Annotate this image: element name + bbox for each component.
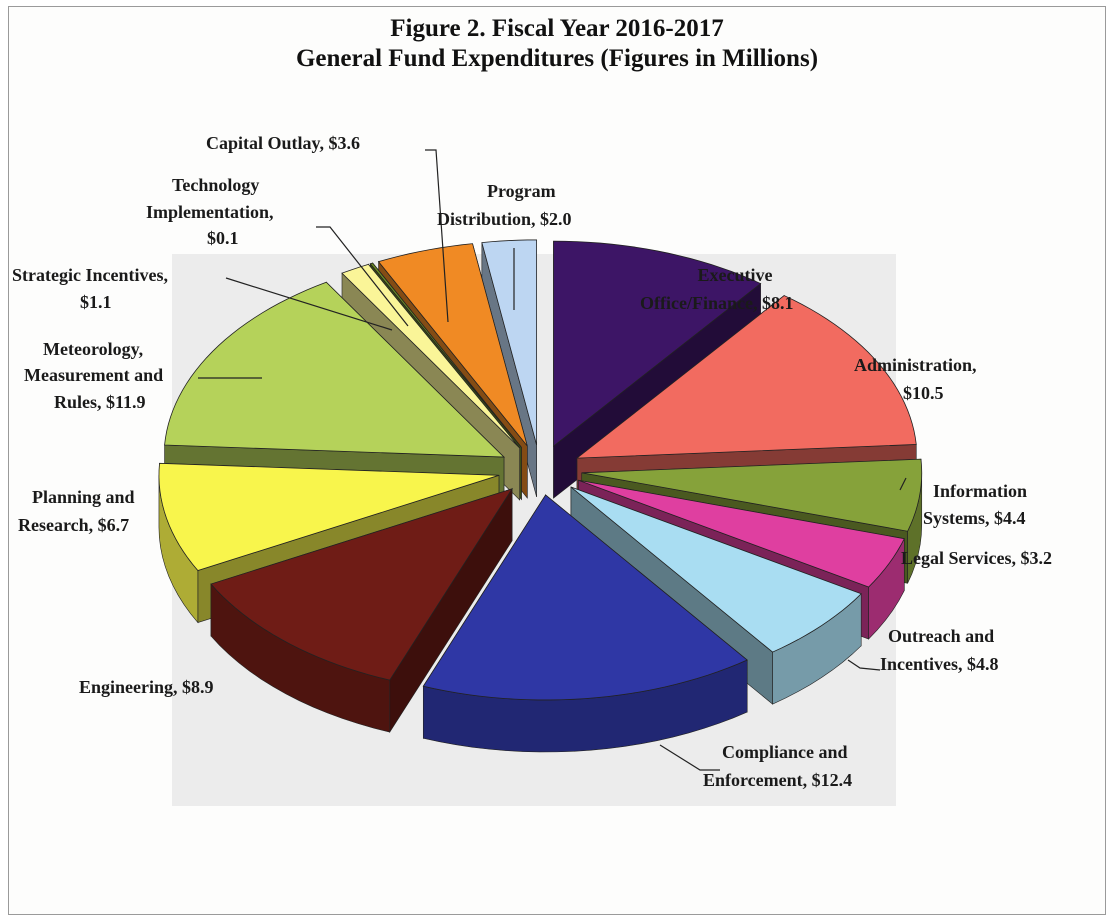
slice-label-compliance-2: Enforcement, $12.4 — [703, 770, 853, 790]
slice-top-1 — [575, 295, 917, 459]
slice-label-strategic-2: $1.1 — [80, 292, 112, 312]
slice-label-administration-2: $10.5 — [903, 383, 944, 403]
slice-label-executive-2: Office/Finance, $8.1 — [640, 293, 794, 313]
slice-label-program: Program — [487, 181, 556, 201]
slice-label-information: Information — [933, 481, 1027, 501]
chart-subtitle: General Fund Expenditures (Figures in Mi… — [295, 45, 819, 72]
slice-label-meteorology: Meteorology, — [43, 339, 144, 359]
chart-title: Figure 2. Fiscal Year 2016-2017 — [390, 15, 724, 42]
slice-label-executive: Executive — [697, 265, 773, 285]
slice-top-2 — [581, 458, 923, 532]
slice-label-meteorology-2: Measurement and — [24, 365, 164, 385]
slice-label-technology-2: Implementation, — [146, 202, 274, 222]
slice-label-strategic: Strategic Incentives, — [12, 265, 168, 285]
slice-top-8 — [164, 281, 505, 458]
slice-label-technology-3: $0.1 — [207, 228, 239, 248]
slice-label-legal: Legal Services, $3.2 — [901, 548, 1052, 568]
slice-top-12 — [481, 239, 538, 445]
slice-label-program-2: Distribution, $2.0 — [437, 209, 572, 229]
slice-label-information-2: Systems, $4.4 — [923, 508, 1026, 528]
slice-top-3 — [578, 479, 905, 588]
pie-tops — [158, 239, 923, 701]
slice-top-10 — [369, 262, 522, 448]
slice-label-meteorology-3: Rules, $11.9 — [54, 392, 146, 412]
slice-top-11 — [377, 243, 528, 447]
slice-top-5 — [422, 494, 748, 701]
leader-line-5 — [899, 477, 907, 491]
leader-line-0 — [425, 149, 449, 323]
slice-top-6 — [210, 488, 513, 681]
slice-label-administration: Administration, — [854, 355, 977, 375]
leader-line-7 — [659, 744, 720, 771]
slice-top-0 — [553, 240, 762, 447]
slice-label-compliance: Compliance and — [722, 742, 848, 762]
slice-label-planning-2: Research, $6.7 — [18, 515, 130, 535]
slice-top-9 — [341, 263, 520, 449]
slice-label-planning: Planning and — [32, 487, 135, 507]
slice-top-4 — [570, 486, 862, 653]
slice-label-outreach-2: Incentives, $4.8 — [880, 654, 999, 674]
leader-line-6 — [847, 659, 881, 671]
slice-label-technology: Technology — [172, 175, 260, 195]
slice-label-capital: Capital Outlay, $3.6 — [206, 133, 361, 153]
leader-line-2 — [225, 277, 393, 331]
slice-label-outreach: Outreach and — [888, 626, 995, 646]
slice-label-engineering: Engineering, $8.9 — [79, 677, 214, 697]
leader-line-1 — [316, 226, 409, 327]
slice-top-7 — [158, 462, 500, 572]
